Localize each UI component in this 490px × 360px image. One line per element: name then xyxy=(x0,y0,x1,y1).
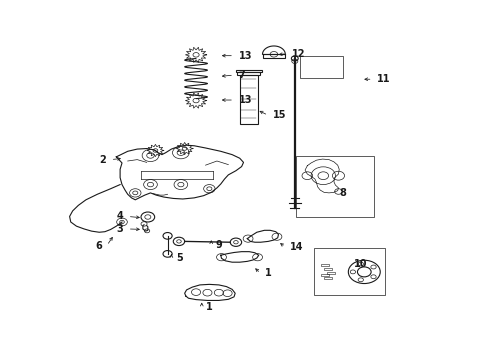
Text: 8: 8 xyxy=(339,188,346,198)
Text: 15: 15 xyxy=(273,110,286,120)
Text: 11: 11 xyxy=(377,74,391,84)
Bar xyxy=(238,72,260,75)
Text: 10: 10 xyxy=(354,258,368,269)
Text: 12: 12 xyxy=(292,49,305,59)
Bar xyxy=(314,248,385,295)
Bar xyxy=(321,264,329,266)
Text: 4: 4 xyxy=(117,211,123,221)
Text: 13: 13 xyxy=(239,51,252,61)
Bar xyxy=(296,156,374,217)
Bar xyxy=(240,75,258,123)
Bar xyxy=(324,278,332,279)
Bar xyxy=(236,69,262,72)
Text: 2: 2 xyxy=(99,155,106,165)
Text: 1: 1 xyxy=(265,268,272,278)
Text: 3: 3 xyxy=(117,224,123,234)
Bar xyxy=(321,274,329,276)
Text: 5: 5 xyxy=(176,253,183,263)
Text: 9: 9 xyxy=(216,240,222,250)
Text: 1: 1 xyxy=(206,302,213,312)
Bar xyxy=(324,268,332,270)
Text: 7: 7 xyxy=(239,70,245,80)
Bar xyxy=(327,272,335,274)
Text: 14: 14 xyxy=(290,242,303,252)
Text: 13: 13 xyxy=(239,95,252,105)
Bar xyxy=(300,56,343,78)
Bar xyxy=(263,54,285,58)
Text: 6: 6 xyxy=(96,240,102,251)
